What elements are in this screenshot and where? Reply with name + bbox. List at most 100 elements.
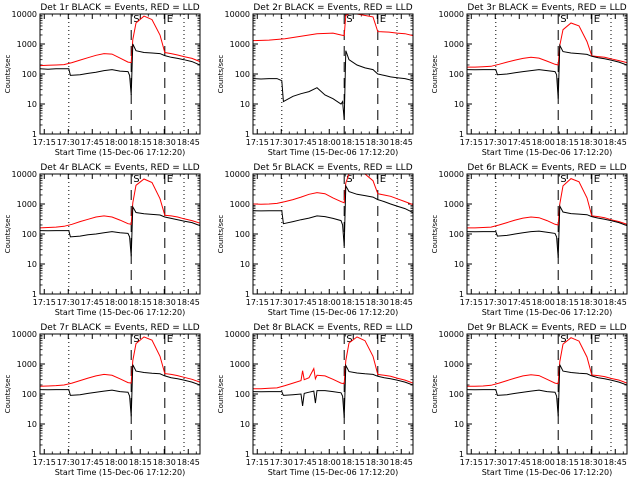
x-tick-label: 18:30 [580, 298, 603, 307]
x-tick-label: 18:00 [532, 458, 555, 467]
x-tick-label: 18:15 [556, 298, 579, 307]
series-group [467, 22, 627, 99]
y-axis-label: Counts/sec [431, 55, 439, 94]
series-group [40, 336, 200, 417]
x-tick-label: 17:45 [508, 298, 531, 307]
y-tick-label: 1 [32, 290, 37, 299]
y-tick-label: 10000 [439, 10, 464, 19]
x-axis-label: Start Time (15-Dec-06 17:12:20) [268, 148, 399, 157]
y-tick-label: 10000 [225, 170, 250, 179]
panel-7: Det 7r BLACK = Events, RED = LLD 1 10 100 10… [4, 323, 201, 477]
panel-title: Det 6r BLACK = Events, RED = LLD [467, 163, 626, 173]
marker-label: S [133, 14, 139, 25]
panel-title: Det 9r BLACK = Events, RED = LLD [467, 323, 626, 333]
y-tick-label: 1000 [17, 200, 37, 209]
series-group [253, 336, 413, 418]
y-tick-label: 10 [27, 260, 37, 269]
panel-title: Det 2r BLACK = Events, RED = LLD [253, 3, 412, 13]
series-line-lld [40, 15, 200, 67]
series-line-events [40, 205, 200, 257]
series-line-lld [253, 336, 413, 390]
series-line-events [253, 184, 413, 246]
x-tick-label: 17:30 [57, 298, 80, 307]
x-tick-label: 17:15 [33, 138, 56, 147]
y-tick-label: 10 [240, 260, 250, 269]
x-tick-label: 17:15 [246, 138, 269, 147]
x-tick-label: 17:45 [508, 138, 531, 147]
x-tick-label: 17:15 [246, 298, 269, 307]
y-tick-label: 10000 [225, 10, 250, 19]
x-tick-label: 18:15 [556, 458, 579, 467]
marker-label: S [346, 334, 352, 345]
y-tick-label: 1000 [444, 360, 464, 369]
x-tick-label: 18:00 [532, 138, 555, 147]
y-tick-label: 10 [454, 420, 464, 429]
x-tick-label: 18:15 [129, 458, 152, 467]
series-group [253, 14, 413, 120]
y-tick-label: 100 [235, 230, 250, 239]
x-tick-label: 17:30 [270, 458, 293, 467]
x-tick-label: 17:30 [57, 138, 80, 147]
series-line-events [467, 43, 627, 99]
series-group [467, 178, 627, 258]
x-axis-label: Start Time (15-Dec-06 17:12:20) [55, 468, 186, 477]
marker-label: E [167, 334, 173, 345]
y-tick-label: 10000 [12, 330, 37, 339]
x-tick-label: 18:45 [604, 138, 627, 147]
x-axis-label: Start Time (15-Dec-06 17:12:20) [268, 308, 399, 317]
panel-2: Det 2r BLACK = Events, RED = LLD 1 10 100 10… [217, 3, 414, 157]
panel-8: Det 8r BLACK = Events, RED = LLD 1 10 100 10… [217, 323, 414, 477]
marker-label: E [380, 14, 386, 25]
x-tick-label: 18:00 [318, 458, 341, 467]
series-line-events [253, 50, 413, 120]
x-axis-label: Start Time (15-Dec-06 17:12:20) [482, 148, 613, 157]
x-tick-label: 17:45 [81, 298, 104, 307]
x-tick-label: 17:45 [81, 138, 104, 147]
x-tick-label: 18:45 [177, 138, 200, 147]
x-tick-label: 17:45 [294, 138, 317, 147]
y-axis-label: Counts/sec [217, 55, 225, 94]
y-tick-label: 10000 [439, 330, 464, 339]
y-tick-label: 1 [32, 130, 37, 139]
marker-label: S [560, 14, 566, 25]
x-tick-label: 18:00 [105, 458, 128, 467]
x-axis-label: Start Time (15-Dec-06 17:12:20) [482, 308, 613, 317]
x-tick-label: 18:30 [580, 458, 603, 467]
y-tick-label: 1 [459, 290, 464, 299]
y-tick-label: 100 [22, 390, 37, 399]
x-axis-label: Start Time (15-Dec-06 17:12:20) [482, 468, 613, 477]
x-tick-label: 17:45 [81, 458, 104, 467]
x-tick-label: 18:00 [318, 298, 341, 307]
x-tick-label: 17:30 [484, 458, 507, 467]
x-tick-label: 18:30 [580, 138, 603, 147]
x-axis-label: Start Time (15-Dec-06 17:12:20) [55, 308, 186, 317]
marker-label: E [594, 334, 600, 345]
marker-label: S [346, 14, 352, 25]
x-tick-label: 18:45 [604, 458, 627, 467]
series-line-events [40, 43, 200, 96]
x-tick-label: 18:45 [604, 298, 627, 307]
y-tick-label: 100 [22, 230, 37, 239]
series-line-lld [40, 178, 200, 229]
x-tick-label: 17:30 [484, 298, 507, 307]
y-tick-label: 10000 [225, 330, 250, 339]
x-tick-label: 18:15 [556, 138, 579, 147]
x-tick-label: 17:30 [270, 298, 293, 307]
series-line-events [253, 363, 413, 418]
plot-frame [466, 333, 628, 455]
marker-label: S [560, 174, 566, 185]
y-tick-label: 10 [27, 100, 37, 109]
x-tick-label: 18:30 [366, 458, 389, 467]
y-tick-label: 100 [449, 70, 464, 79]
x-tick-label: 17:15 [33, 458, 56, 467]
x-axis-label: Start Time (15-Dec-06 17:12:20) [268, 468, 399, 477]
x-tick-label: 17:45 [294, 298, 317, 307]
x-tick-label: 17:15 [460, 298, 483, 307]
y-tick-label: 10 [240, 420, 250, 429]
y-axis-label: Counts/sec [4, 55, 12, 94]
x-tick-label: 18:45 [177, 458, 200, 467]
x-tick-label: 18:45 [390, 138, 413, 147]
x-tick-label: 18:30 [153, 138, 176, 147]
panel-6: Det 6r BLACK = Events, RED = LLD 1 10 100 10… [431, 163, 628, 317]
